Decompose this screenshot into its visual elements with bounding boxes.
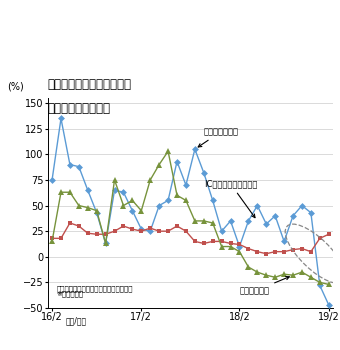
Text: （年/月）: （年/月） — [65, 316, 87, 325]
Text: (%): (%) — [7, 82, 24, 92]
Text: 生産高（量）の推移: 生産高（量）の推移 — [48, 103, 110, 116]
Text: ※前年同月比: ※前年同月比 — [56, 290, 84, 297]
Text: 主な新興・ハイテク産業の: 主な新興・ハイテク産業の — [48, 78, 132, 91]
Text: IC（半導体集積回路）: IC（半導体集積回路） — [204, 179, 257, 218]
Text: 新エネルギー車: 新エネルギー車 — [198, 127, 239, 147]
Text: （出所）同花順データより煉洋証券作成: （出所）同花順データより煉洋証券作成 — [56, 286, 133, 292]
Text: 産業ロボット: 産業ロボット — [239, 276, 289, 296]
